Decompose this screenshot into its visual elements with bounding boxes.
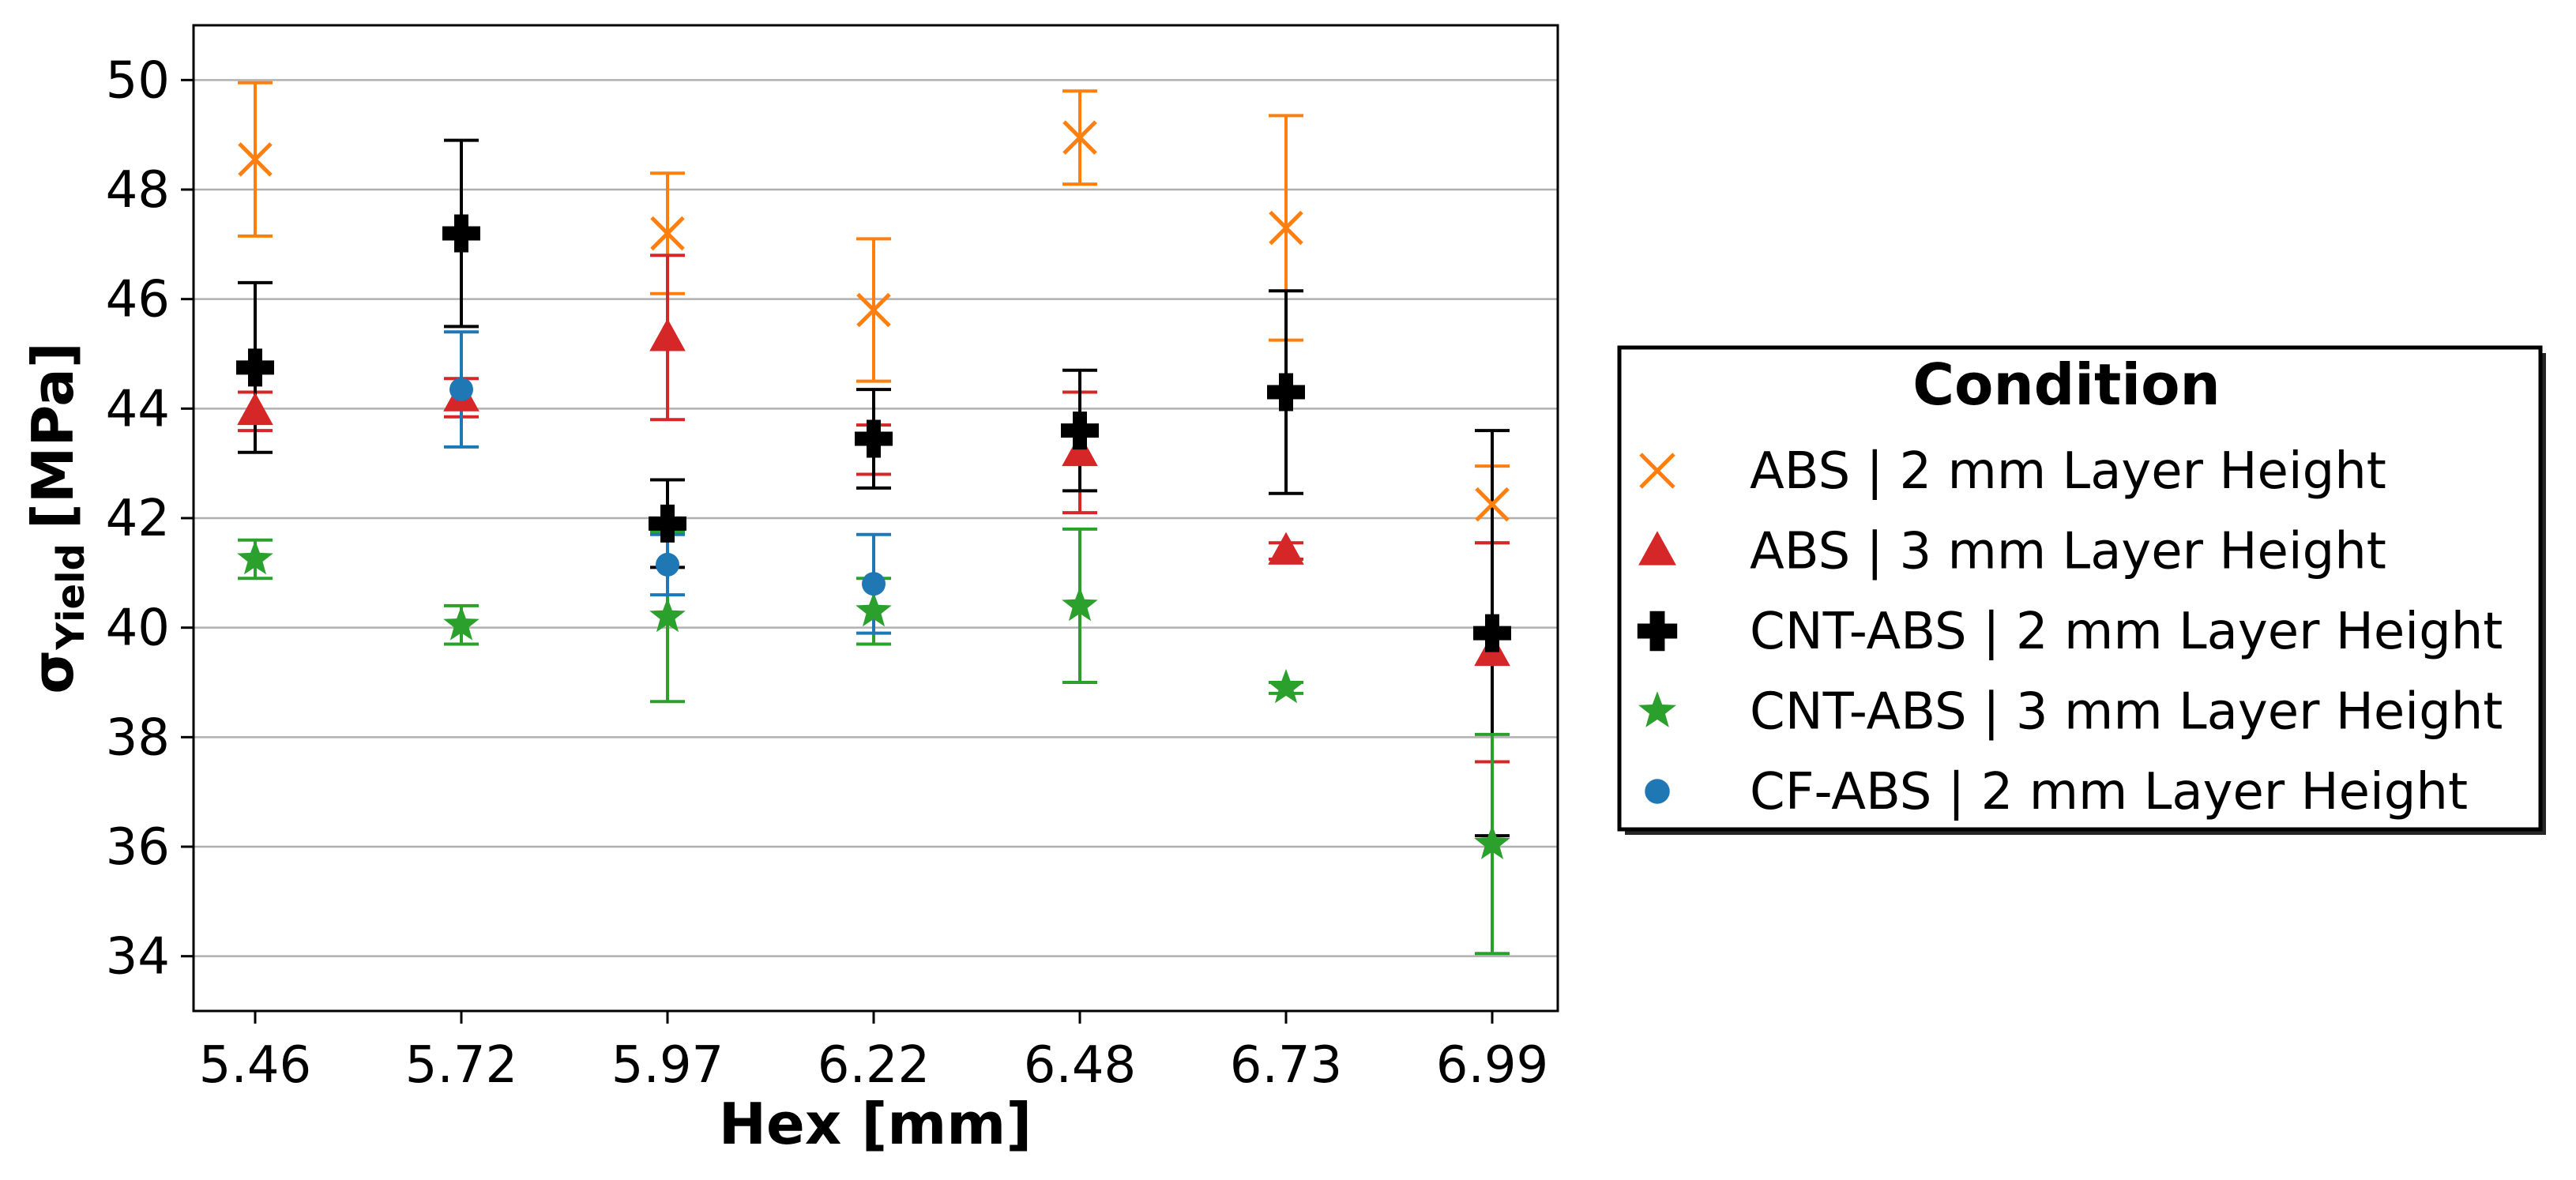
- legend-title: Condition: [1912, 351, 2221, 418]
- star-marker: [1638, 691, 1676, 727]
- y-tick-label: 36: [106, 818, 170, 877]
- y-axis-unit: [MPa]: [20, 342, 86, 529]
- x-tick-label: 6.22: [818, 1036, 931, 1095]
- y-axis-symbol: σ: [20, 650, 86, 694]
- star-marker: [649, 597, 686, 633]
- x-marker: [856, 292, 891, 328]
- star-marker: [237, 540, 273, 575]
- y-tick-label: 42: [106, 490, 170, 548]
- legend-box: [1617, 345, 2543, 832]
- circle-marker: [656, 552, 679, 577]
- star-marker: [443, 606, 479, 641]
- legend-entry: CNT-ABS | 2 mm Layer Height: [1637, 603, 2503, 661]
- svg-text:σYield[MPa]: σYield [MPa]: [20, 342, 93, 694]
- triangle-marker: [1062, 433, 1098, 467]
- x-tick-label: 6.99: [1436, 1036, 1549, 1095]
- circle-marker: [862, 572, 886, 596]
- error-bars: [238, 81, 1510, 956]
- grid-lines: [194, 79, 1558, 957]
- legend-entry-label: CNT-ABS | 3 mm Layer Height: [1750, 683, 2503, 742]
- x-tick-label: 5.46: [199, 1036, 312, 1095]
- legend-entries: ABS | 2 mm Layer Height ABS | 3 mm Layer …: [1637, 442, 2503, 821]
- plus-marker: [1267, 373, 1305, 411]
- x-tick-label: 5.72: [405, 1036, 518, 1095]
- star-marker: [1062, 586, 1098, 622]
- y-tick-label: 34: [106, 928, 170, 986]
- triangle-marker: [1268, 532, 1304, 565]
- plus-marker: [1473, 614, 1511, 652]
- x-marker-stroke: [1062, 120, 1097, 155]
- x-marker-stroke: [1475, 487, 1510, 522]
- y-tick-label: 46: [106, 271, 170, 329]
- legend-entry-label: CF-ABS | 2 mm Layer Height: [1750, 763, 2468, 821]
- x-marker-stroke: [856, 292, 891, 328]
- circle-marker: [449, 378, 473, 402]
- y-tick-label: 48: [106, 161, 170, 220]
- x-marker: [650, 216, 685, 251]
- legend-entry: CF-ABS | 2 mm Layer Height: [1645, 763, 2468, 821]
- plus-marker: [236, 348, 274, 387]
- legend-entry: ABS | 2 mm Layer Height: [1639, 442, 2386, 501]
- x-marker: [1639, 453, 1675, 489]
- star-marker: [856, 592, 892, 627]
- plus-marker: [442, 214, 480, 253]
- legend-entry-label: ABS | 2 mm Layer Height: [1750, 442, 2386, 501]
- x-tick-label: 5.97: [611, 1036, 724, 1095]
- x-marker: [238, 142, 273, 177]
- y-tick-label: 44: [106, 380, 170, 438]
- x-marker-stroke: [650, 216, 685, 251]
- x-axis-ticks: 5.46 5.72 5.97 6.22 6.48 6.73 6.99: [199, 1011, 1549, 1095]
- y-tick-label: 50: [106, 51, 170, 110]
- legend-entry-label: ABS | 3 mm Layer Height: [1750, 523, 2386, 581]
- circle-marker: [1645, 779, 1670, 804]
- y-axis-ticks: 34 36 38 40 42 44 46 48 50: [106, 51, 194, 986]
- x-axis-title: Hex [mm]: [719, 1091, 1032, 1157]
- x-marker-stroke: [238, 142, 273, 177]
- plus-marker: [1061, 411, 1099, 450]
- x-marker-stroke: [1639, 453, 1675, 489]
- star-marker: [1474, 825, 1510, 859]
- x-marker: [1475, 487, 1510, 522]
- triangle-marker: [237, 392, 273, 426]
- plus-marker: [649, 504, 686, 543]
- star-marker: [1268, 668, 1304, 704]
- triangle-marker: [1638, 531, 1676, 566]
- plus-marker: [1637, 611, 1678, 652]
- y-tick-label: 40: [106, 599, 170, 658]
- plus-marker: [855, 419, 893, 458]
- x-tick-label: 6.73: [1230, 1036, 1343, 1095]
- x-marker: [1269, 210, 1303, 246]
- y-axis-subscript: Yield: [49, 543, 93, 651]
- y-tick-label: 38: [106, 708, 170, 767]
- x-marker-stroke: [1269, 210, 1303, 246]
- x-marker: [1062, 120, 1097, 155]
- y-axis-title: σYield [MPa]: [20, 342, 93, 694]
- legend-entry-label: CNT-ABS | 2 mm Layer Height: [1750, 603, 2503, 661]
- triangle-marker: [649, 318, 686, 351]
- data-markers: [236, 120, 1511, 859]
- legend: Condition ABS | 2 mm Layer Height ABS | 3…: [1617, 345, 2546, 835]
- legend-entry: CNT-ABS | 3 mm Layer Height: [1638, 683, 2503, 742]
- legend-entry: ABS | 3 mm Layer Height: [1638, 523, 2386, 581]
- x-tick-label: 6.48: [1024, 1036, 1137, 1095]
